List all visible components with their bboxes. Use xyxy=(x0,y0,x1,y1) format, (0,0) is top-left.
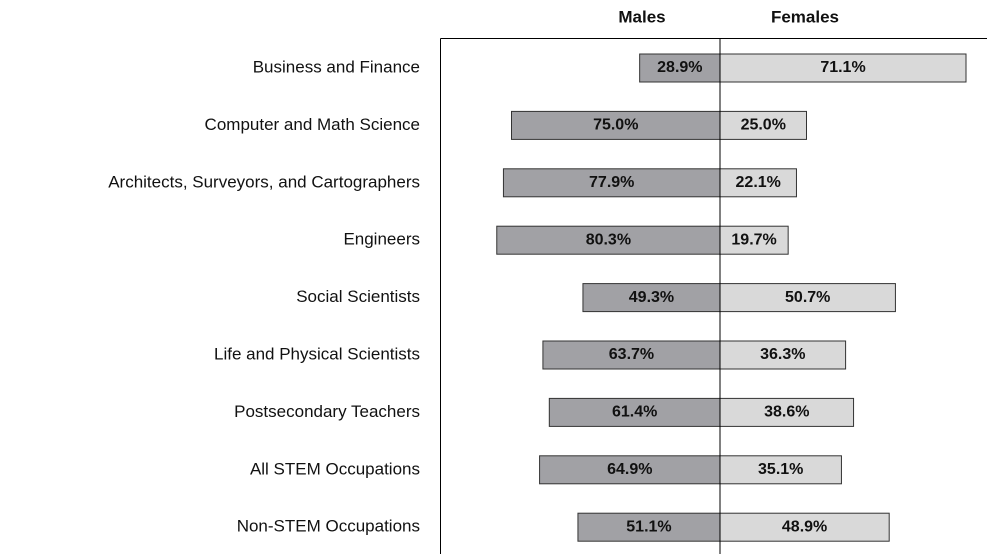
category-label: Architects, Surveyors, and Cartographers xyxy=(108,172,420,191)
value-label: 80.3% xyxy=(586,231,631,248)
category-label: Non-STEM Occupations xyxy=(237,517,420,536)
bar xyxy=(719,397,855,427)
value-label: 77.9% xyxy=(589,174,634,191)
category-label: Computer and Math Science xyxy=(205,115,420,134)
bar xyxy=(582,283,721,313)
value-label: 50.7% xyxy=(785,289,830,306)
value-label: 75.0% xyxy=(593,117,638,134)
value-label: 64.9% xyxy=(607,461,652,478)
value-label: 71.1% xyxy=(820,59,865,76)
bar xyxy=(496,225,721,255)
value-label: 22.1% xyxy=(736,174,781,191)
value-label: 35.1% xyxy=(758,461,803,478)
value-label: 19.7% xyxy=(731,231,776,248)
category-label: Social Scientists xyxy=(296,287,420,306)
category-label: Engineers xyxy=(343,230,420,249)
bar xyxy=(719,512,890,542)
value-label: 38.6% xyxy=(764,404,809,421)
bar xyxy=(719,168,797,198)
bar xyxy=(719,53,967,83)
value-label: 61.4% xyxy=(612,404,657,421)
value-label: 63.7% xyxy=(609,346,654,363)
bar xyxy=(719,340,847,370)
category-label: Postsecondary Teachers xyxy=(234,402,420,421)
value-label: 28.9% xyxy=(657,59,702,76)
category-label: Life and Physical Scientists xyxy=(214,344,420,363)
category-label: All STEM Occupations xyxy=(250,459,420,478)
value-label: 25.0% xyxy=(741,117,786,134)
bar xyxy=(719,225,789,255)
bar xyxy=(511,110,721,140)
value-label: 48.9% xyxy=(782,518,827,535)
series-header: Females xyxy=(771,7,839,26)
bar xyxy=(577,512,721,542)
value-label: 49.3% xyxy=(629,289,674,306)
value-label: 51.1% xyxy=(626,518,671,535)
bar xyxy=(539,455,721,485)
value-label: 36.3% xyxy=(760,346,805,363)
bar xyxy=(719,283,896,313)
bar xyxy=(542,340,721,370)
series-header: Males xyxy=(618,7,665,26)
category-label: Business and Finance xyxy=(253,57,420,76)
